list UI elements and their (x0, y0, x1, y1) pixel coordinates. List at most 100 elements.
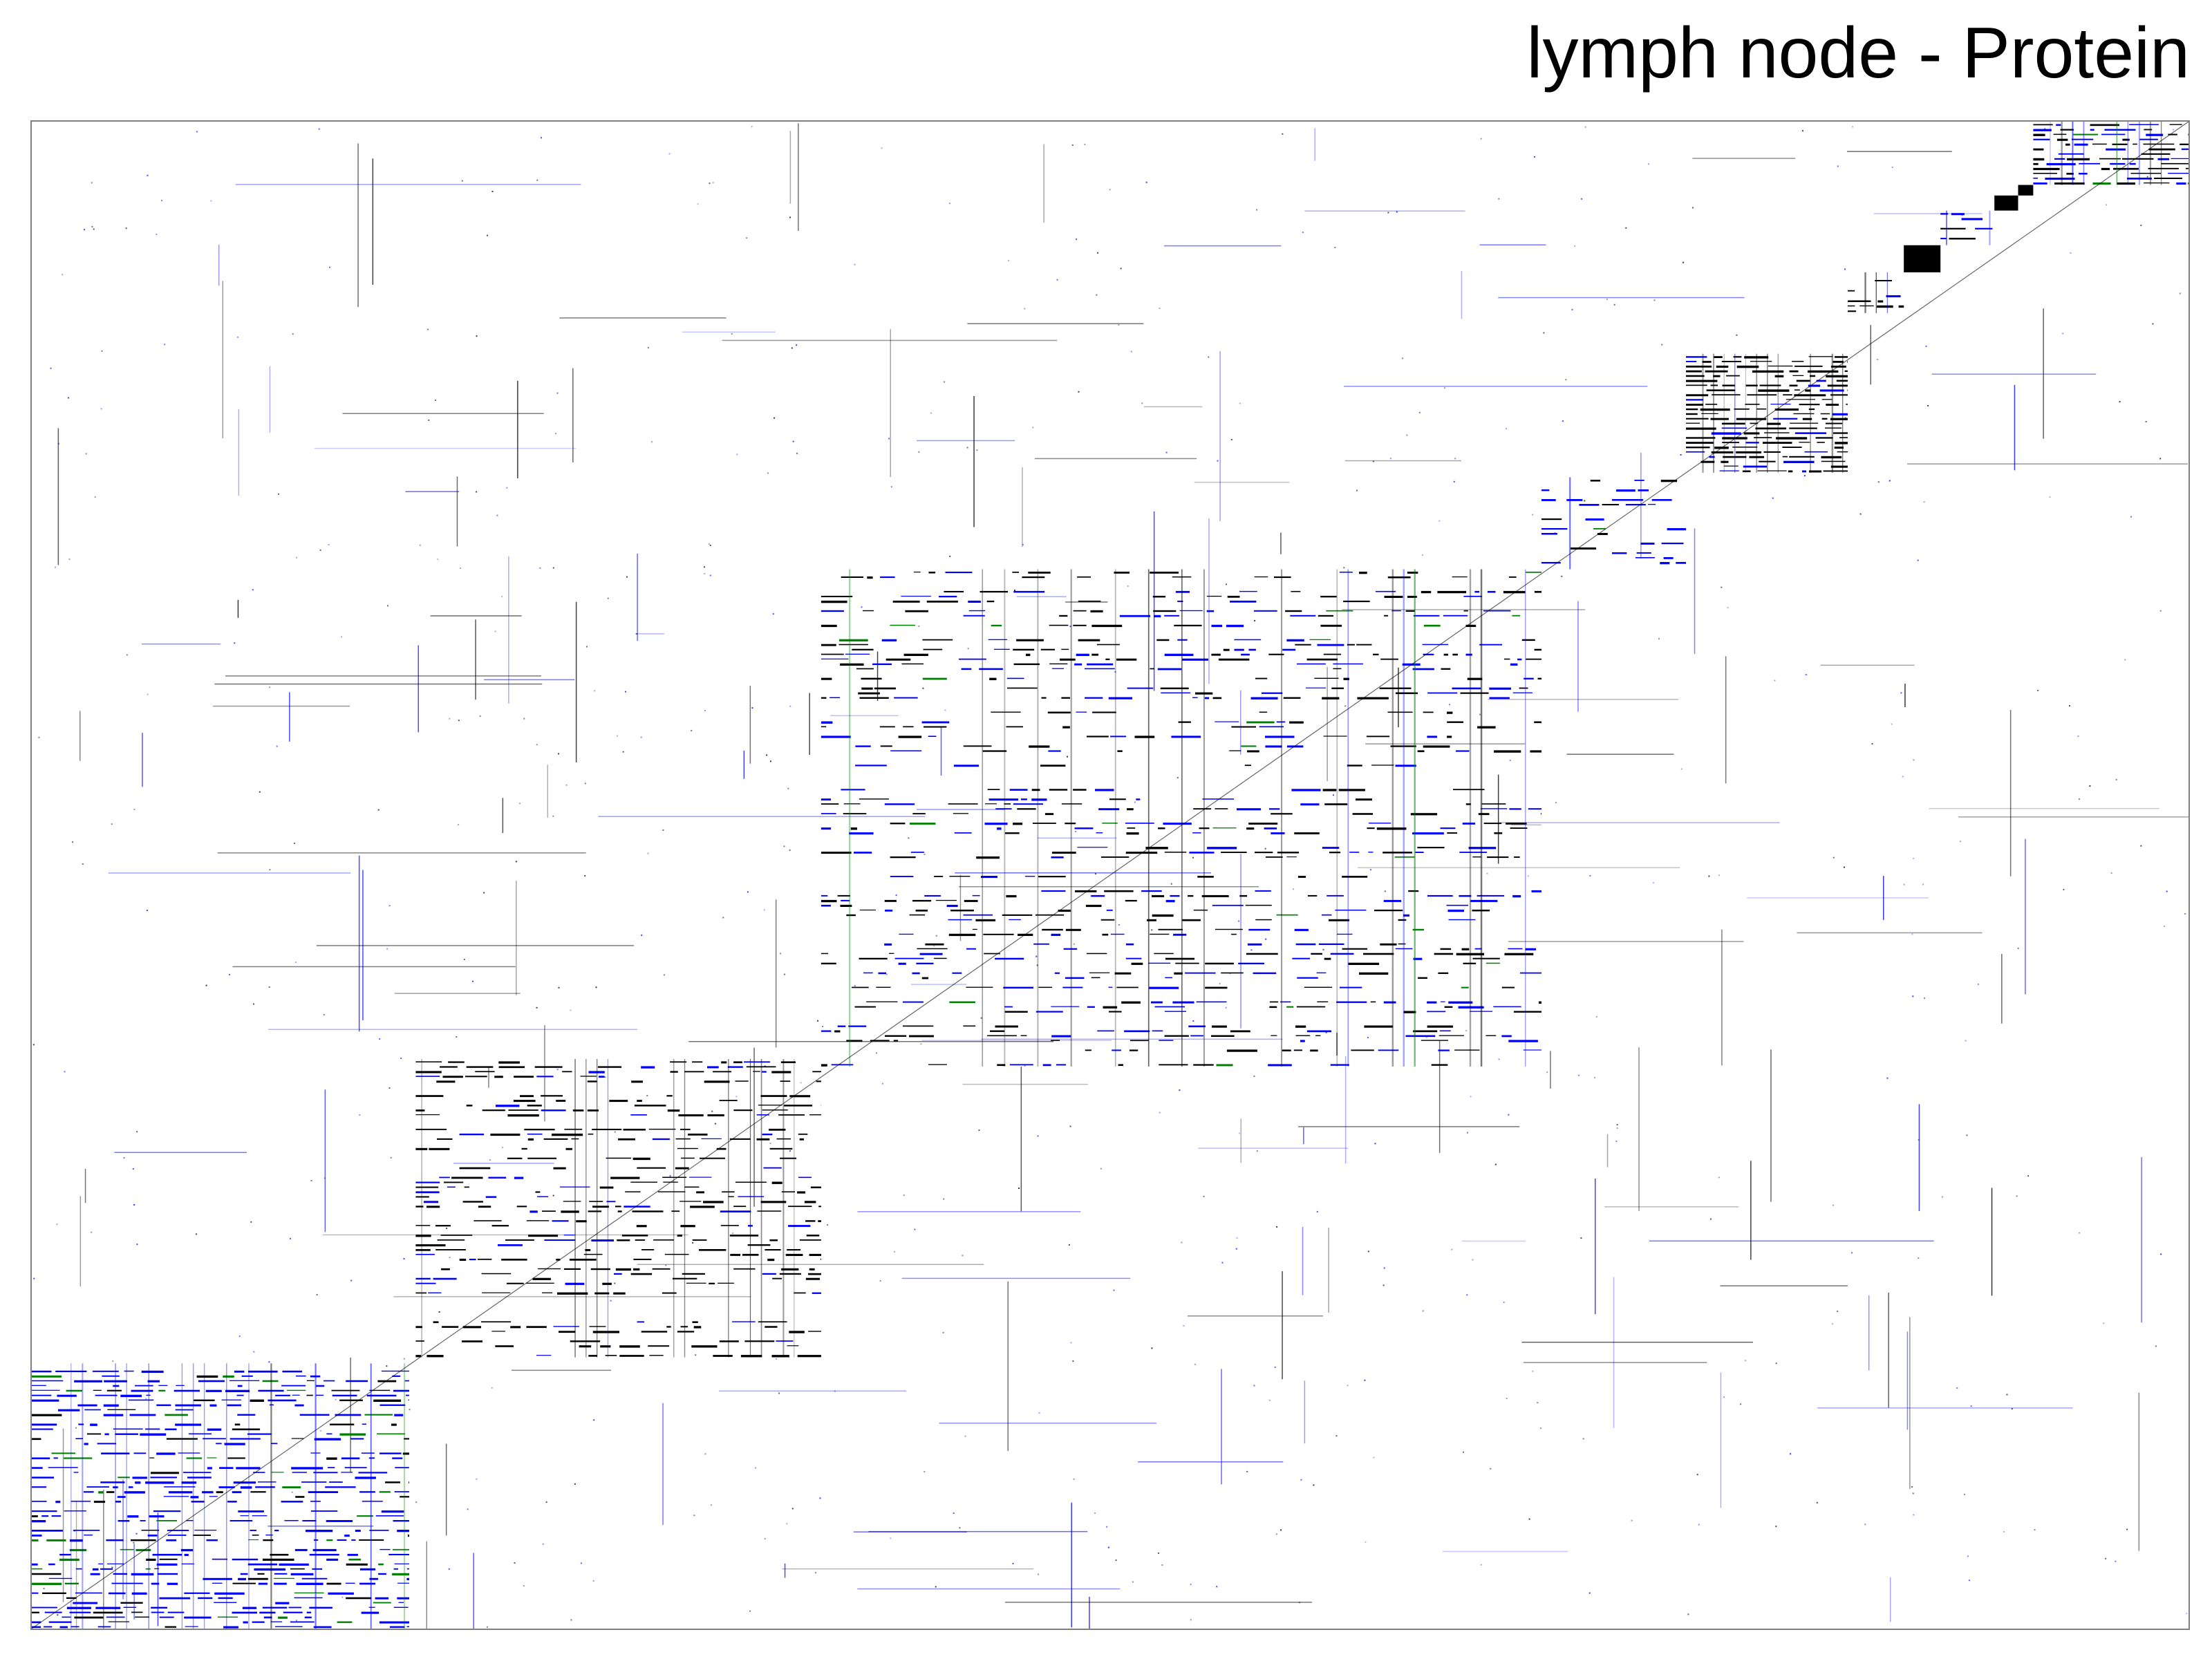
heatmap-cell (2179, 292, 2181, 294)
heatmap-cell (1364, 1379, 1366, 1381)
heatmap-cell (2130, 173, 2162, 174)
heatmap-cell (944, 590, 964, 592)
heatmap-cell (1151, 1347, 1153, 1349)
heatmap-cell (1886, 1077, 1888, 1079)
heatmap-cell (579, 1345, 592, 1348)
heatmap-cell (1510, 663, 1518, 666)
heatmap-cell (982, 750, 1007, 752)
heatmap-cell (328, 1592, 354, 1595)
heatmap-cell (156, 1563, 178, 1566)
heatmap-cell (963, 914, 993, 916)
heatmap-cell (84, 1443, 88, 1445)
heatmap-cell (553, 1326, 579, 1327)
heatmap-cell (728, 1196, 734, 1197)
heatmap-cell (397, 1582, 409, 1584)
heatmap-cell (1013, 663, 1040, 666)
heatmap-cell (856, 668, 874, 670)
heatmap-cell (324, 1380, 335, 1382)
heatmap-cell (1427, 894, 1453, 897)
heatmap-cell (187, 1477, 212, 1479)
heatmap-cell (341, 636, 342, 638)
heatmap-cell (922, 639, 953, 641)
heatmap-cell (1571, 547, 1597, 550)
heatmap-cell (1512, 894, 1521, 898)
heatmap-cell (393, 1606, 409, 1608)
heatmap-cell (292, 333, 294, 335)
heatmap-cell (1790, 422, 1819, 424)
heatmap-cell (1114, 569, 1116, 1067)
heatmap-cell (1322, 847, 1340, 849)
heatmap-cell (1264, 847, 1266, 850)
heatmap-cell (229, 1520, 253, 1521)
heatmap-cell (415, 1095, 444, 1097)
heatmap-cell (1483, 823, 1502, 825)
heatmap-cell (1472, 957, 1500, 959)
heatmap-cell (1274, 1367, 1276, 1368)
heatmap-cell (1561, 575, 1563, 577)
heatmap-cell (821, 798, 831, 800)
heatmap-cell (1755, 427, 1787, 430)
heatmap-cell (1454, 1049, 1480, 1051)
heatmap-cell (236, 1394, 244, 1396)
heatmap-cell (1929, 807, 2159, 809)
heatmap-cell (982, 569, 984, 1067)
heatmap-cell (1494, 1163, 1497, 1165)
heatmap-cell (1052, 668, 1064, 669)
heatmap-cell (892, 600, 920, 603)
heatmap-cell (1164, 653, 1194, 656)
heatmap-cell (1577, 601, 1579, 712)
heatmap-cell (304, 1616, 312, 1619)
heatmap-cell (1569, 477, 1571, 570)
heatmap-cell (218, 1486, 235, 1488)
heatmap-cell (1710, 418, 1729, 420)
heatmap-cell (142, 643, 221, 645)
heatmap-cell (337, 1621, 353, 1623)
heatmap-cell (1159, 308, 1161, 310)
heatmap-cell (2157, 158, 2170, 160)
heatmap-cell (1417, 847, 1445, 849)
heatmap-cell (449, 718, 451, 720)
heatmap-cell (901, 663, 924, 665)
heatmap-cell (821, 735, 851, 738)
heatmap-cell (156, 1520, 177, 1521)
heatmap-cell (32, 1582, 62, 1585)
heatmap-cell (696, 1191, 704, 1194)
heatmap-cell (846, 1040, 863, 1042)
heatmap-cell (1335, 909, 1367, 911)
heatmap-cell (2155, 1345, 2157, 1347)
heatmap-cell (821, 899, 837, 903)
heatmap-cell (1870, 325, 1871, 385)
heatmap-cell (1204, 697, 1210, 700)
heatmap-cell (1804, 451, 1828, 453)
heatmap-cell (903, 653, 928, 656)
heatmap-cell (588, 1071, 605, 1074)
heatmap-cell (1721, 361, 1742, 362)
heatmap-cell (1182, 919, 1201, 921)
heatmap-cell (2141, 1157, 2142, 1323)
heatmap-cell (1864, 272, 1866, 313)
heatmap-cell (1499, 822, 1780, 823)
heatmap-cell (1830, 465, 1848, 468)
heatmap-cell (1759, 384, 1781, 386)
heatmap-cell (1087, 1006, 1095, 1008)
heatmap-cell (1120, 268, 1122, 270)
heatmap-cell (1125, 899, 1137, 902)
heatmap-cell (1216, 1064, 1233, 1067)
heatmap-cell (1170, 894, 1180, 897)
heatmap-cell (1447, 909, 1464, 912)
heatmap-cell (769, 1147, 793, 1150)
heatmap-cell (1022, 543, 1024, 545)
heatmap-cell (662, 829, 664, 831)
heatmap-cell (1844, 417, 1846, 419)
heatmap-cell (1035, 955, 1038, 957)
heatmap-cell (1165, 451, 1168, 453)
heatmap-cell (1465, 1030, 1468, 1031)
heatmap-cell (711, 1110, 713, 1112)
heatmap-cell (950, 909, 974, 912)
heatmap-cell (222, 281, 223, 439)
heatmap-cell (483, 892, 485, 894)
heatmap-cell (1007, 1281, 1009, 1452)
heatmap-cell (274, 1577, 294, 1580)
heatmap-cell (733, 1061, 742, 1064)
heatmap-cell (789, 849, 791, 851)
